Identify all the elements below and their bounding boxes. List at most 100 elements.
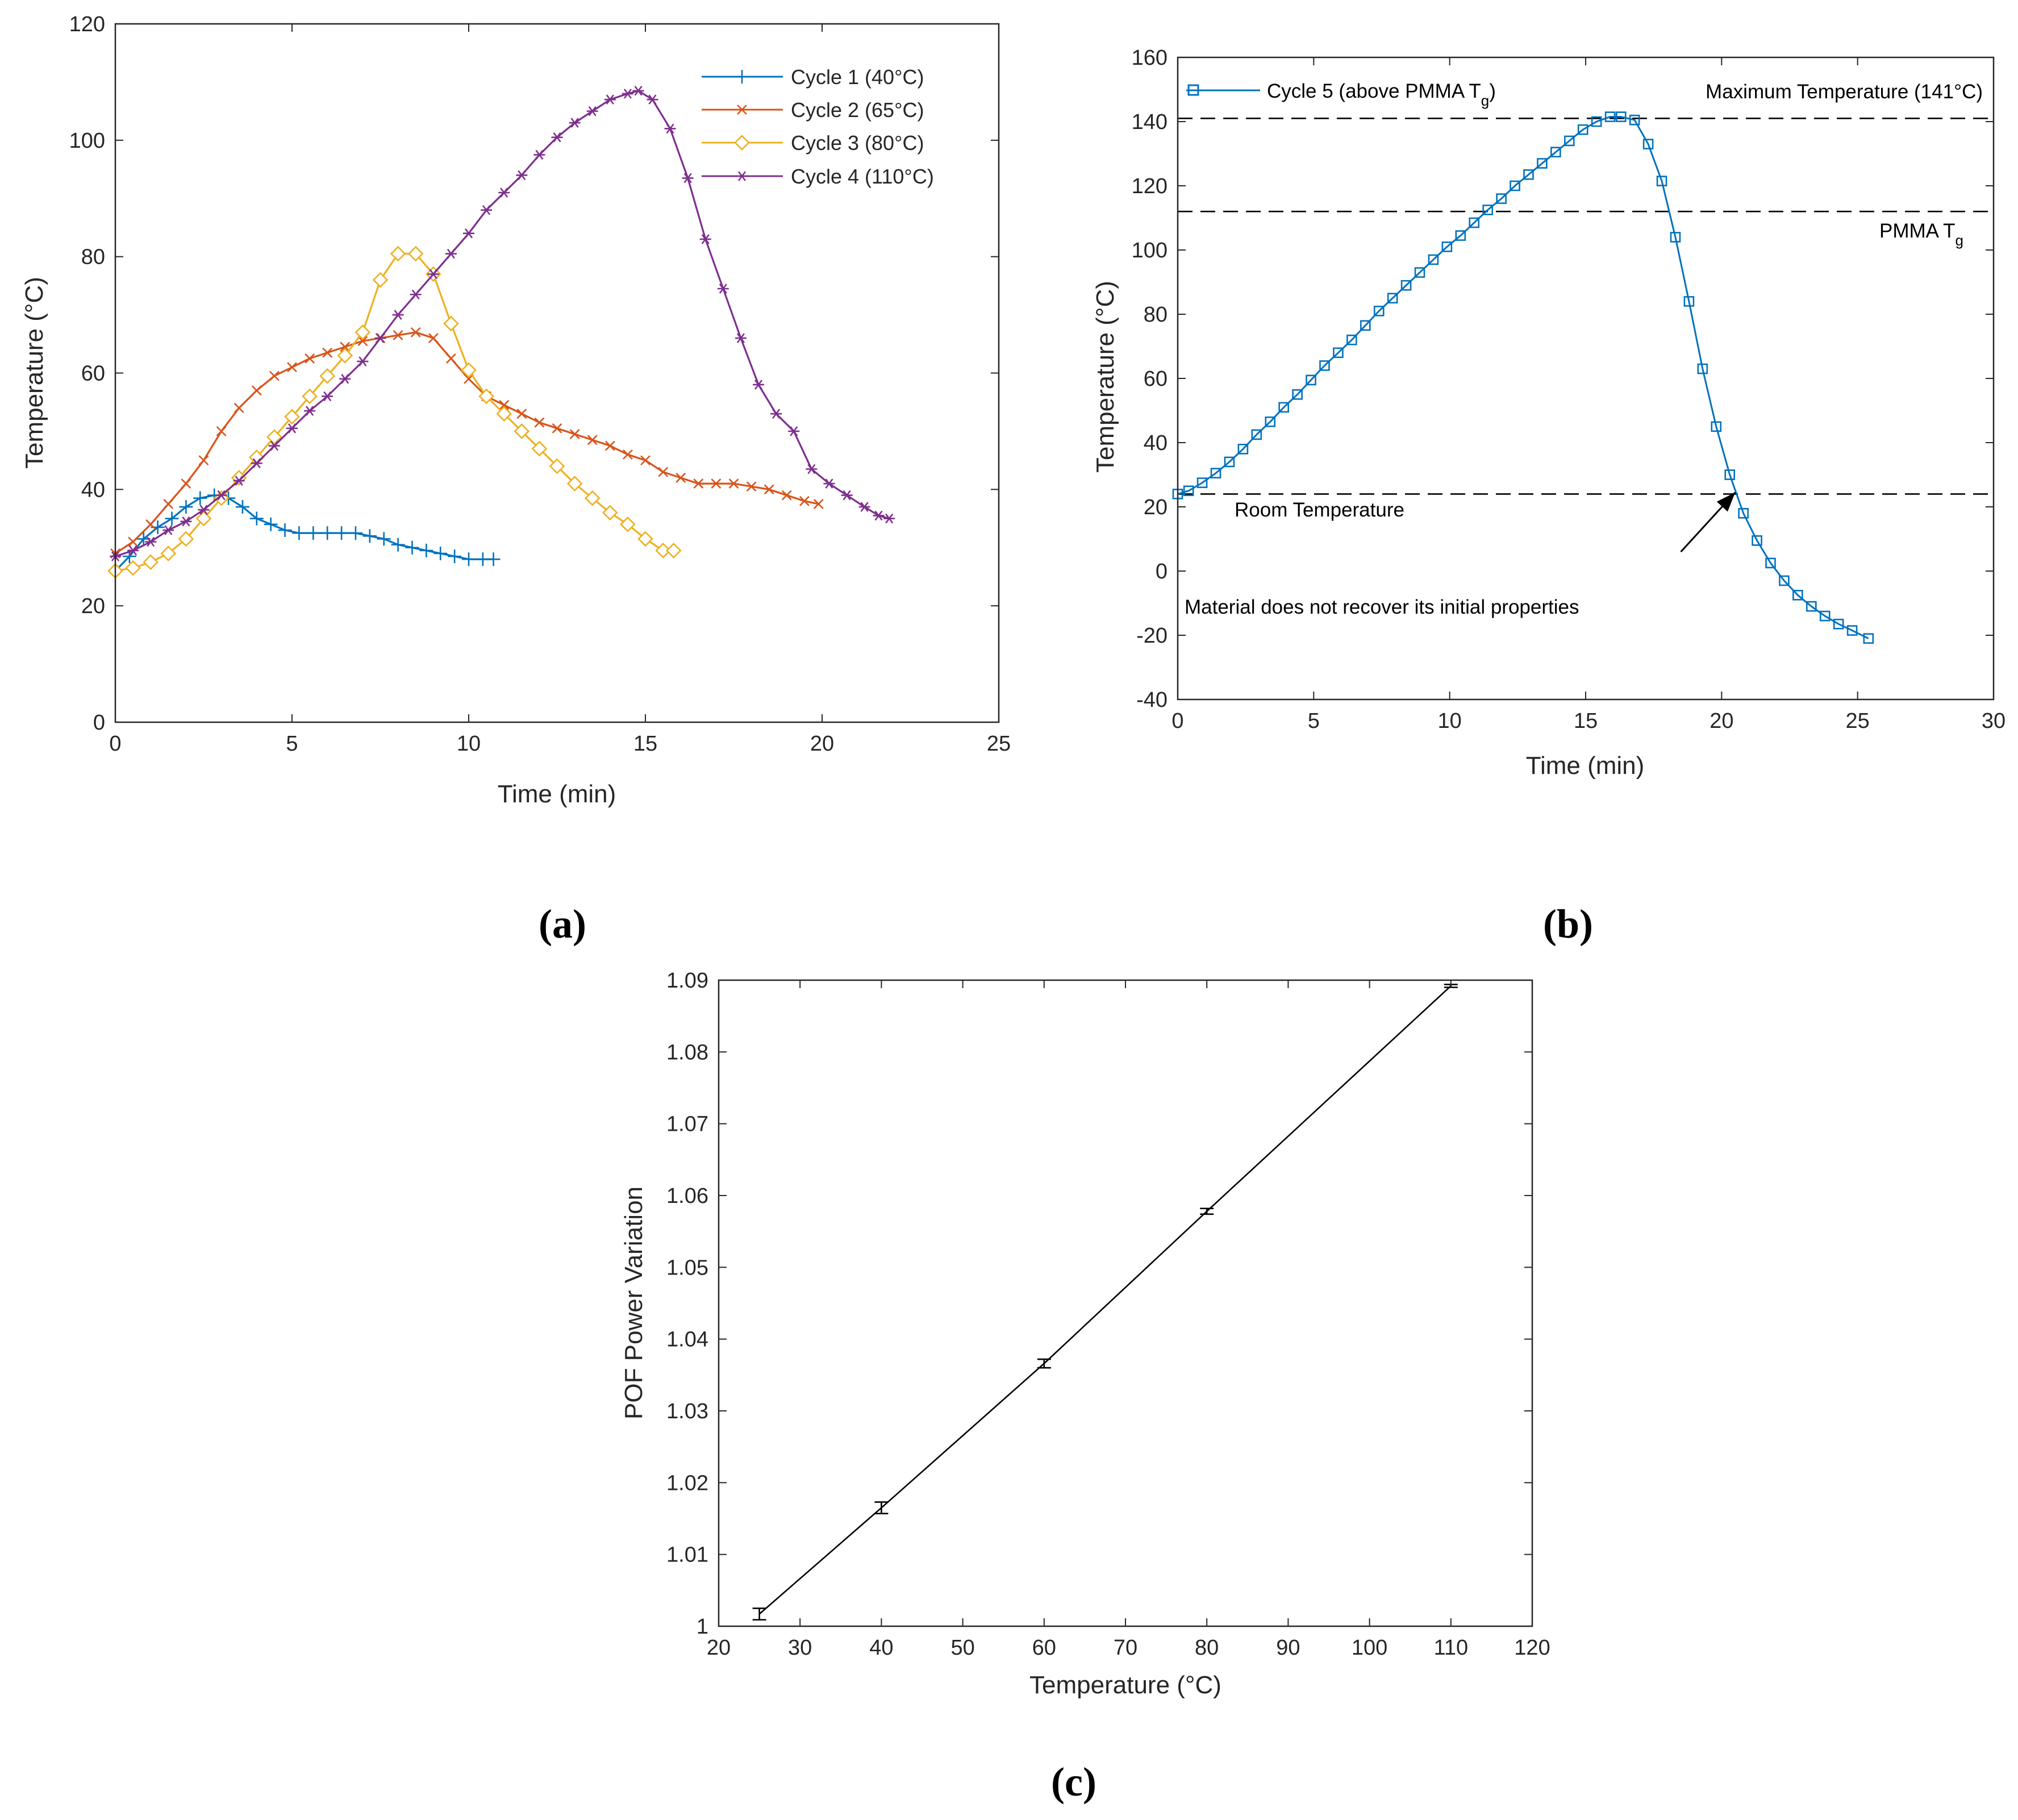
- chart-b-xtick-label: 25: [1846, 709, 1870, 733]
- legend-entry-cycle-1: Cycle 1 (40°C): [702, 65, 924, 89]
- series-cycle-4-point: [699, 234, 711, 244]
- series-cycle-4-point: [304, 406, 316, 416]
- series-cycle-4-point: [682, 173, 694, 184]
- chart-c-xtick-label: 100: [1352, 1636, 1387, 1660]
- series-cycle-2-point: [587, 435, 598, 445]
- series-cycle-5-point: [1711, 421, 1722, 432]
- series-cycle-3-point: [284, 409, 300, 425]
- series-cycle-4-point: [533, 149, 545, 160]
- series-cycle-4-point: [251, 458, 262, 469]
- series-pof-power: [752, 984, 1458, 1621]
- series-cycle-4-point: [233, 476, 245, 486]
- chart-b-series-layer: [1172, 111, 1874, 644]
- series-cycle-5-point: [1224, 456, 1235, 468]
- series-cycle-2-point: [640, 455, 651, 466]
- errorbar-point: [752, 1607, 766, 1621]
- series-cycle-4-point: [647, 94, 658, 105]
- series-cycle-3: [107, 245, 682, 579]
- series-cycle-5-point: [1604, 111, 1616, 122]
- series-cycle-3-point: [266, 429, 282, 445]
- series-cycle-4-point: [145, 536, 157, 547]
- series-cycle-5-point: [1537, 158, 1548, 169]
- series-cycle-4-point: [883, 513, 895, 524]
- series-cycle-5-point: [1615, 111, 1627, 122]
- series-cycle-5-point: [1724, 469, 1735, 480]
- chart-c-xtick-label: 20: [707, 1636, 731, 1660]
- chart-b-ytick-label: 100: [1132, 239, 1168, 263]
- series-cycle-4-point: [735, 333, 747, 343]
- series-cycle-5-point: [1656, 176, 1667, 186]
- series-cycle-1-point: [292, 526, 306, 540]
- series-cycle-5-point: [1469, 217, 1480, 228]
- chart-b-ytick-label: 80: [1144, 303, 1168, 327]
- series-cycle-5-point: [1387, 293, 1398, 304]
- series-cycle-4-point: [215, 490, 227, 501]
- series-cycle-2-point: [693, 478, 704, 489]
- legend-marker-cycle-1: [735, 70, 749, 84]
- chart-c-xtick-label: 30: [788, 1636, 812, 1660]
- chart-c-ytick-label: 1.08: [666, 1040, 708, 1064]
- series-cycle-2-point: [198, 455, 209, 466]
- legend-marker-glyph-cycle-3: [734, 135, 750, 151]
- series-cycle-2-point: [764, 484, 774, 495]
- series-cycle-3-point: [443, 315, 459, 332]
- caption-b: (b): [1543, 901, 1593, 947]
- series-cycle-2-point: [234, 403, 244, 413]
- series-cycle-2-point: [145, 519, 156, 530]
- series-cycle-4-point: [551, 132, 563, 143]
- series-cycle-5-point: [1846, 625, 1858, 636]
- series-cycle-3-point: [665, 543, 682, 559]
- series-cycle-5-point: [1319, 360, 1330, 371]
- series-cycle-2-point: [445, 353, 456, 364]
- chart-b-ytick-label: 160: [1132, 46, 1168, 70]
- series-cycle-1-point: [264, 517, 278, 531]
- chart-a-ytick-label: 20: [81, 594, 105, 618]
- pmma-tg-label-sub: g: [1956, 232, 1963, 249]
- chart-c-xlabel: Temperature (°C): [1029, 1671, 1221, 1699]
- series-cycle-2-point: [676, 472, 686, 483]
- series-cycle-2-point: [534, 417, 545, 428]
- series-cycle-5-point: [1683, 296, 1695, 307]
- series-cycle-2-point: [340, 341, 351, 352]
- series-cycle-5-point: [1414, 267, 1425, 278]
- chart-a-series-layer: [107, 85, 895, 579]
- legend-entry-cycle-3: Cycle 3 (80°C): [702, 131, 924, 155]
- chart-c-ytick-label: 1.01: [666, 1543, 708, 1567]
- chart-a-ytick-label: 40: [81, 478, 105, 502]
- series-cycle-5-point: [1752, 535, 1762, 546]
- series-cycle-1-point: [179, 500, 193, 514]
- series-cycle-4-point: [664, 123, 676, 134]
- chart-c-xtick-label: 120: [1514, 1636, 1550, 1660]
- legend-label-cycle-3: Cycle 3 (80°C): [791, 131, 924, 155]
- series-cycle-5-point: [1441, 241, 1453, 252]
- series-cycle-1-point: [335, 526, 349, 540]
- series-cycle-2-point: [181, 478, 191, 489]
- series-cycle-4-point: [632, 85, 644, 96]
- series-cycle-5-point: [1670, 232, 1681, 243]
- chart-b-xtick-label: 20: [1710, 709, 1733, 733]
- chart-b-ytick-label: 60: [1144, 367, 1168, 391]
- series-cycle-3-point: [478, 388, 494, 405]
- series-cycle-2-point: [781, 490, 792, 501]
- legend-label-cycle-4: Cycle 4 (110°C): [791, 165, 934, 188]
- chart-b-ytick-label: 20: [1144, 495, 1168, 519]
- series-cycle-2-point: [428, 333, 439, 343]
- series-cycle-5-point: [1237, 443, 1249, 455]
- legend-marker-glyph-cycle-2: [737, 105, 747, 115]
- chart-b-ticks: 0 5 10 15 20 25 30 -40 -20 0 20 40 60 80 100 120 140 160: [1132, 46, 2006, 733]
- chart-c-xtick-label: 70: [1114, 1636, 1137, 1660]
- pmma-tg-label: PMMA Tg: [1879, 220, 1963, 249]
- series-cycle-2-point: [128, 536, 139, 547]
- series-cycle-5-point: [1765, 557, 1776, 569]
- series-cycle-4-point: [823, 478, 835, 489]
- legend-marker-cycle-2: [737, 105, 747, 115]
- series-cycle-2-point: [569, 429, 580, 439]
- chart-b-xlabel: Time (min): [1526, 752, 1645, 780]
- chart-a-ylabel: Temperature (°C): [20, 277, 48, 469]
- chart-c-ticks: 20 30 40 50 60 70 80 90 100 110 120 1 1.01 1.02 1.03 1.…: [666, 969, 1550, 1660]
- series-cycle-3-point: [178, 531, 194, 547]
- series-cycle-5-point: [1819, 610, 1831, 622]
- series-cycle-3-point: [372, 272, 389, 288]
- series-cycle-5-point: [1577, 124, 1588, 135]
